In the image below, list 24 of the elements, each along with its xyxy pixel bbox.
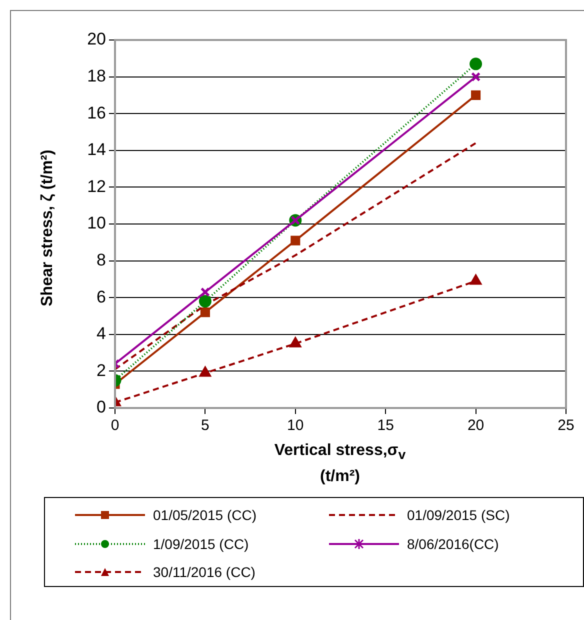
y-tick-label: 4	[96, 324, 106, 344]
x-tick-label: 5	[201, 417, 210, 434]
y-axis-title: Shear stress, ζ (t/m²)	[39, 150, 57, 306]
y-tick-label: 16	[87, 103, 106, 122]
x-tick-label: 0	[110, 417, 120, 434]
legend-label: 30/11/2016 (CC)	[153, 564, 256, 580]
y-tick-label: 10	[87, 214, 106, 233]
legend-label: 1/09/2015 (CC)	[153, 536, 249, 552]
y-tick-label: 18	[87, 66, 106, 86]
y-tick-label: 0	[96, 398, 106, 417]
legend-label: 01/05/2015 (CC)	[153, 507, 257, 523]
legend-label: 8/06/2016(CC)	[407, 536, 499, 552]
text: Vertical stress,σ$_{v}$ (t/m²)	[274, 442, 406, 486]
y-tick-label: 14	[87, 140, 106, 160]
x-tick-label: 10	[287, 417, 304, 434]
y-tick-label: 2	[96, 360, 106, 380]
y-tick-label: 20	[87, 30, 106, 49]
y-tick-label: 6	[96, 287, 106, 306]
y-tick-label: 8	[96, 250, 106, 270]
x-tick-label: 25	[558, 417, 574, 434]
legend-label: 01/09/2015 (SC)	[407, 507, 510, 523]
y-tick-label: 12	[87, 176, 106, 196]
x-tick-label: 20	[467, 417, 484, 434]
x-tick-label: 15	[377, 417, 394, 434]
